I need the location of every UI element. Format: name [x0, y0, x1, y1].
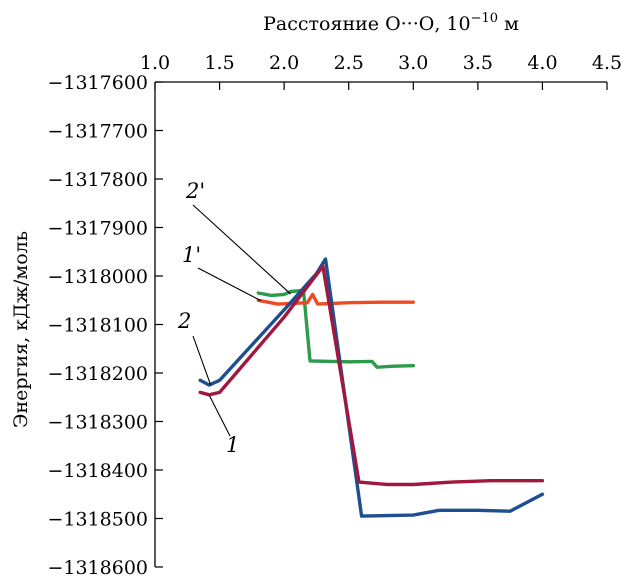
x-tick-label: 3.5 [463, 52, 493, 74]
y-tick-label: −1318200 [47, 363, 148, 385]
x-ticks: 1.0 1.5 2.0 2.5 3.0 3.5 4.0 4.5 [140, 52, 621, 90]
x-axis-title: Расстояние О···О, 10−10 м [263, 11, 519, 35]
y-tick-label: −1317900 [47, 218, 148, 240]
curve-label-leader [197, 267, 262, 302]
x-axis-title-exponent: −10 [471, 11, 498, 26]
y-ticks: −1317600 −1317700 −1317800 −1317900 −1318000… [47, 72, 163, 577]
x-tick-label: 3.0 [398, 52, 428, 74]
y-tick-label: −1317800 [47, 169, 148, 191]
y-tick-label: −1317600 [47, 72, 148, 94]
y-tick-label: −1318600 [47, 557, 148, 577]
y-axis: −1317600 −1317700 −1317800 −1317900 −1318000… [47, 72, 163, 577]
series-line-1prime [256, 292, 415, 306]
series-line-2 [198, 257, 545, 518]
curve-label: 1' [182, 243, 201, 267]
y-axis-title: Энергия, кДж/моль [10, 231, 32, 428]
y-tick-label: −1318300 [47, 412, 148, 434]
y-tick-label: −1317700 [47, 121, 148, 143]
x-axis: 1.0 1.5 2.0 2.5 3.0 3.5 4.0 4.5 [140, 52, 621, 90]
x-tick-label: 4.0 [527, 52, 557, 74]
y-tick-label: −1318000 [47, 266, 148, 288]
x-tick-label: 1.0 [140, 52, 170, 74]
x-tick-label: 2.0 [269, 52, 299, 74]
y-tick-label: −1318100 [47, 315, 148, 337]
x-tick-label: 2.5 [334, 52, 364, 74]
x-tick-label: 1.5 [204, 52, 234, 74]
x-tick-label: 4.5 [592, 52, 621, 74]
series-layer [198, 257, 545, 518]
annotation-layer: 2' 1' 2 1 [177, 179, 291, 457]
curve-label: 1 [226, 433, 239, 457]
curve-label-leader [192, 204, 291, 295]
curve-label: 2' [185, 179, 205, 203]
x-axis-title-main: Расстояние О···О, 10 [263, 13, 470, 35]
x-axis-title-unit: м [498, 13, 519, 35]
curve-label: 2 [177, 309, 191, 333]
curve-label-leader [208, 395, 231, 437]
series-line-2prime [256, 288, 415, 369]
curve-label-leader [192, 335, 212, 385]
series-line-1 [198, 264, 545, 487]
y-tick-label: −1318400 [47, 460, 148, 482]
y-tick-label: −1318500 [47, 509, 148, 531]
